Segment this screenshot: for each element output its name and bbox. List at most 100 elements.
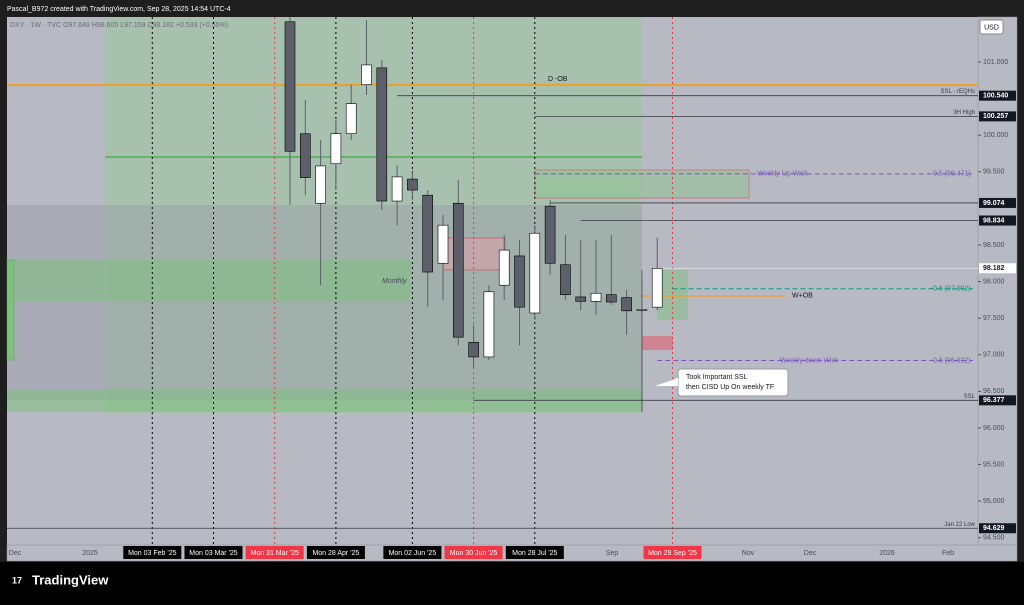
candle-body <box>621 297 632 312</box>
y-tick-label: 95.000 <box>983 498 1005 505</box>
date-badge <box>245 546 304 559</box>
candle-body <box>361 64 372 85</box>
price-label: 99.074 <box>983 200 1005 207</box>
y-tick-label: 98.500 <box>983 242 1005 249</box>
candle-body <box>560 264 571 296</box>
candle-body <box>345 103 357 135</box>
price-label: 96.377 <box>983 397 1005 404</box>
zone <box>534 169 750 199</box>
candle-body <box>407 178 418 191</box>
date-label: Mon 29 Sep '25 <box>648 550 697 557</box>
candle-body <box>330 133 342 165</box>
date-label: Mon 28 Jul '25 <box>512 550 557 557</box>
date-label: Mon 31 Mar '25 <box>250 550 299 557</box>
currency[interactable]: USD <box>984 24 999 31</box>
candle-body <box>376 67 388 202</box>
footer-logo: TradingView <box>32 572 109 587</box>
x-tick-label: 2025 <box>82 550 98 557</box>
candle-body <box>498 249 510 286</box>
candle-body <box>544 205 556 264</box>
level-name: Jan 22 Low <box>944 522 975 528</box>
candle-body <box>437 224 449 264</box>
y-tick-label: 94.500 <box>983 535 1005 542</box>
date-badge <box>505 546 564 559</box>
price-label: 98.182 <box>983 265 1005 272</box>
logo-mark: 17 <box>12 575 22 585</box>
level-name: SSL <box>964 394 976 400</box>
fib-label: 0.5 (96.922) <box>933 357 971 364</box>
candle-body <box>391 176 403 202</box>
price-label: 94.629 <box>983 525 1005 532</box>
candle-body <box>452 202 464 338</box>
fib-note: Weekly down Wick <box>780 357 839 364</box>
x-tick-label: Feb <box>942 550 954 557</box>
date-label: Mon 28 Apr '25 <box>312 550 359 557</box>
candle-body <box>483 291 495 358</box>
date-badge <box>184 546 243 559</box>
x-tick-label: 2026 <box>879 550 895 557</box>
fib-label: 0.5 (97.902) <box>933 286 971 293</box>
annotation: Monthly <box>382 278 407 285</box>
date-badge <box>643 546 702 559</box>
price-badge <box>979 197 1016 208</box>
candle-body <box>284 21 296 152</box>
candle-body <box>422 194 434 273</box>
zone <box>7 390 642 412</box>
zone <box>642 336 673 350</box>
candle-body <box>590 292 602 302</box>
callout-text: Took Important SSL <box>686 374 748 381</box>
level-name: 3H High <box>953 110 975 116</box>
candle-body <box>651 268 663 308</box>
y-tick-label: 97.000 <box>983 352 1005 359</box>
candle-body <box>468 341 479 358</box>
date-label: Mon 03 Feb '25 <box>128 550 177 557</box>
fib-note: W+OB <box>792 293 813 300</box>
price-badge <box>979 263 1016 274</box>
date-badge <box>306 546 365 559</box>
fib-label: 0.5 (99.471) <box>933 171 971 178</box>
price-badge <box>979 215 1016 226</box>
y-tick-label: 99.500 <box>983 169 1005 176</box>
y-tick-label: 95.500 <box>983 461 1005 468</box>
candle-body <box>514 255 525 308</box>
date-badge <box>383 546 442 559</box>
price-badge <box>979 395 1016 406</box>
date-label: Mon 30 Jun '25 <box>450 550 498 557</box>
date-badge <box>123 546 182 559</box>
footer-bar <box>0 562 1024 600</box>
x-tick-label: Sep <box>606 550 619 557</box>
zone <box>6 259 15 361</box>
level-name: SSL - rEQHs <box>941 89 975 95</box>
legend: DXY · 1W · TVC O97.649 H98.605 L97.159 C… <box>10 22 228 29</box>
x-tick-label: Dec <box>804 550 817 557</box>
candle-body <box>605 294 617 303</box>
date-badge <box>444 546 503 559</box>
y-tick-label: 98.000 <box>983 278 1005 285</box>
fib-note: Weekly Up Wick <box>757 171 808 178</box>
y-tick-label: 96.000 <box>983 425 1005 432</box>
currency-button[interactable] <box>979 19 1004 35</box>
candle-body <box>315 165 326 204</box>
callout-pointer <box>655 378 678 386</box>
price-label: 100.540 <box>983 93 1008 100</box>
price-badge <box>979 111 1016 122</box>
y-tick-label: 96.500 <box>983 388 1005 395</box>
candle-body <box>575 296 587 302</box>
price-badge <box>979 90 1016 101</box>
candle-body <box>636 309 648 311</box>
candle-body <box>299 133 311 178</box>
price-label: 100.257 <box>983 113 1008 120</box>
date-label: Mon 02 Jun '25 <box>389 550 437 557</box>
candle-body <box>529 232 541 314</box>
zone <box>7 260 411 302</box>
y-tick-label: 97.500 <box>983 315 1005 322</box>
y-tick-label: 101.000 <box>983 59 1008 66</box>
price-badge <box>979 523 1016 534</box>
header: Pascal_B972 created with TradingView.com… <box>7 6 231 13</box>
x-tick-label: Nov <box>742 550 755 557</box>
annotation: D -OB <box>548 76 568 83</box>
date-label: Mon 03 Mar '25 <box>189 550 238 557</box>
price-label: 98.834 <box>983 217 1005 224</box>
